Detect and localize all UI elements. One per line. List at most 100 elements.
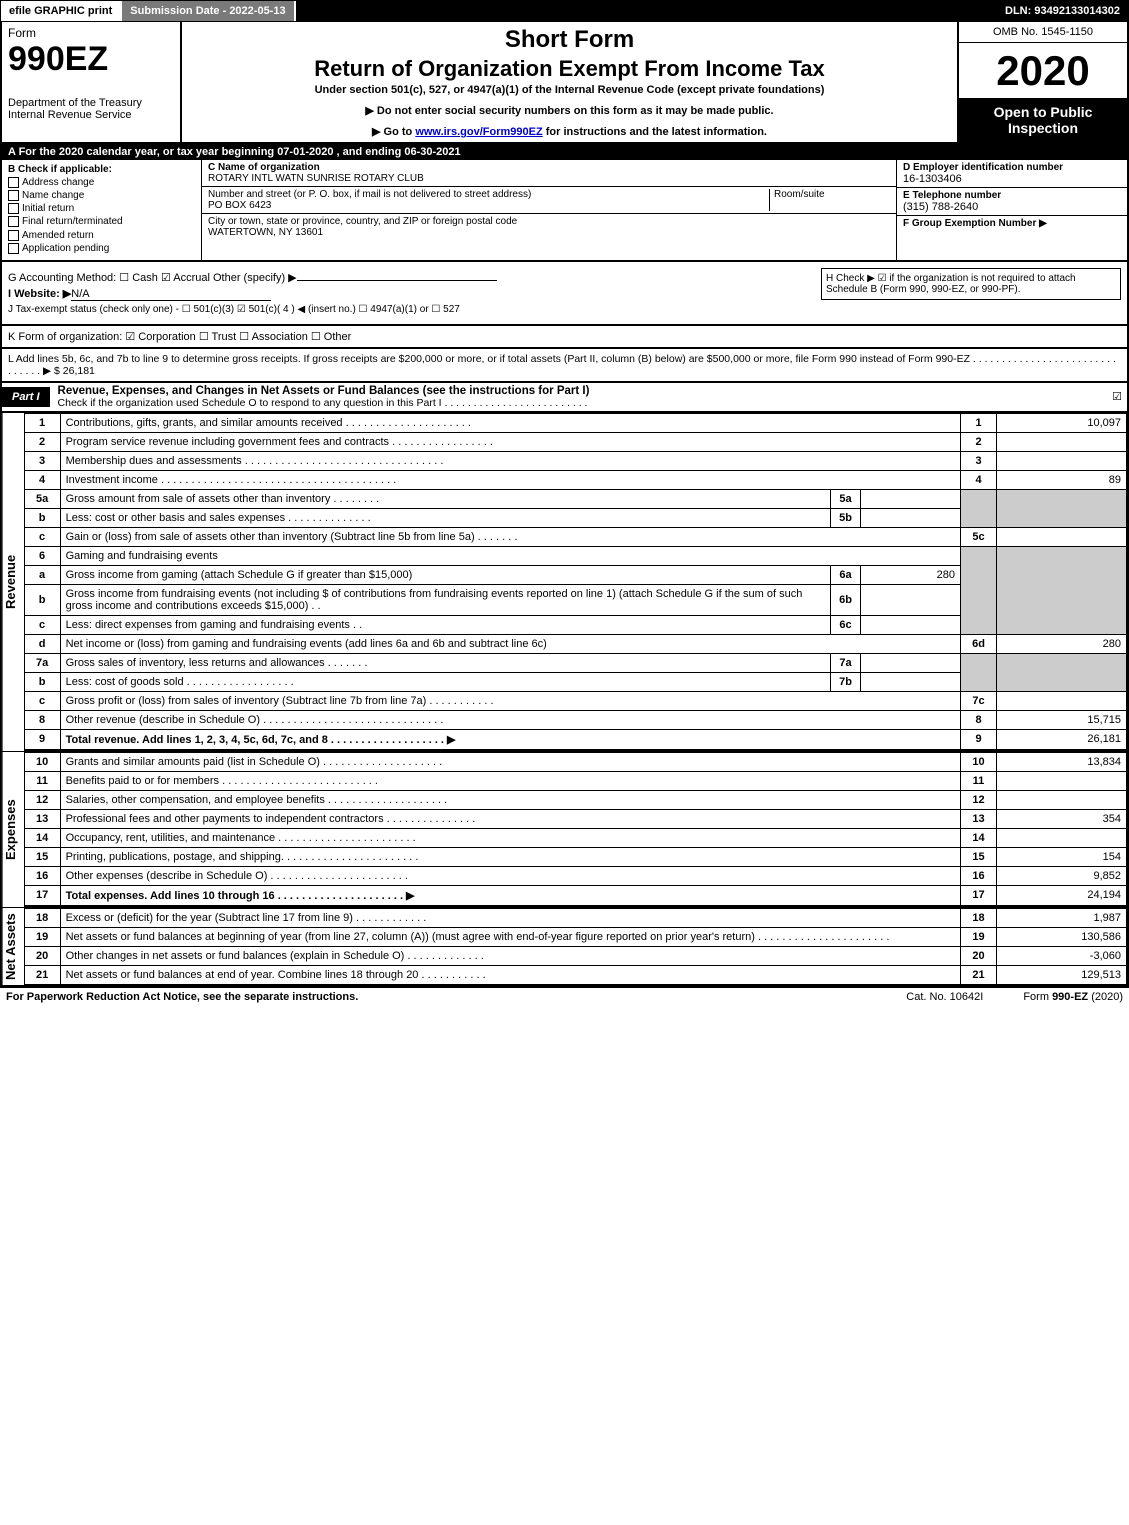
part1-tab: Part I bbox=[2, 387, 50, 407]
part1-title: Revenue, Expenses, and Changes in Net As… bbox=[50, 383, 1107, 411]
goto-post: for instructions and the latest informat… bbox=[543, 126, 767, 138]
section-c-label: C Name of organization bbox=[208, 162, 320, 173]
footer-right: Form 990-EZ (2020) bbox=[1023, 991, 1123, 1003]
line-2: 2Program service revenue including gover… bbox=[24, 432, 1126, 451]
line-8: 8Other revenue (describe in Schedule O) … bbox=[24, 710, 1126, 729]
line-16: 16Other expenses (describe in Schedule O… bbox=[24, 866, 1126, 885]
section-f: F Group Exemption Number ▶ bbox=[897, 216, 1127, 231]
section-c: C Name of organization ROTARY INTL WATN … bbox=[202, 160, 897, 260]
netassets-table: 18Excess or (deficit) for the year (Subt… bbox=[24, 908, 1127, 985]
footer-left: For Paperwork Reduction Act Notice, see … bbox=[6, 991, 866, 1003]
chk-application-pending[interactable]: Application pending bbox=[8, 243, 195, 254]
line-9: 9Total revenue. Add lines 1, 2, 3, 4, 5c… bbox=[24, 729, 1126, 750]
e-label: E Telephone number bbox=[903, 190, 1001, 201]
row-a-tax-year: A For the 2020 calendar year, or tax yea… bbox=[0, 144, 1129, 160]
efile-print-label: efile GRAPHIC print bbox=[1, 1, 122, 21]
line-6d: dNet income or (loss) from gaming and fu… bbox=[24, 634, 1126, 653]
header-center: Short Form Return of Organization Exempt… bbox=[182, 22, 957, 142]
chk-address-change[interactable]: Address change bbox=[8, 177, 195, 188]
netassets-side-label: Net Assets bbox=[2, 908, 24, 985]
line-15: 15Printing, publications, postage, and s… bbox=[24, 847, 1126, 866]
city-label: City or town, state or province, country… bbox=[208, 216, 517, 227]
section-e: E Telephone number (315) 788-2640 bbox=[897, 188, 1127, 216]
line-5c: cGain or (loss) from sale of assets othe… bbox=[24, 527, 1126, 546]
expenses-table: 10Grants and similar amounts paid (list … bbox=[24, 752, 1127, 907]
omb-number: OMB No. 1545-1150 bbox=[959, 22, 1127, 43]
info-block: B Check if applicable: Address change Na… bbox=[0, 160, 1129, 262]
form-label: Form bbox=[8, 26, 174, 40]
topbar: efile GRAPHIC print Submission Date - 20… bbox=[0, 0, 1129, 22]
goto-pre: ▶ Go to bbox=[372, 126, 415, 138]
line-5a: 5aGross amount from sale of assets other… bbox=[24, 489, 1126, 508]
open-public-inspection: Open to Public Inspection bbox=[959, 98, 1127, 142]
line-17: 17Total expenses. Add lines 10 through 1… bbox=[24, 885, 1126, 906]
chk-final-return[interactable]: Final return/terminated bbox=[8, 216, 195, 227]
room-label: Room/suite bbox=[770, 189, 890, 211]
dept-label: Department of the Treasury bbox=[8, 97, 174, 109]
org-name: ROTARY INTL WATN SUNRISE ROTARY CLUB bbox=[208, 173, 424, 184]
section-h: H Check ▶ ☑ if the organization is not r… bbox=[821, 268, 1121, 300]
expenses-section: Expenses 10Grants and similar amounts pa… bbox=[0, 751, 1129, 907]
chk-initial-return[interactable]: Initial return bbox=[8, 203, 195, 214]
line-7a: 7aGross sales of inventory, less returns… bbox=[24, 653, 1126, 672]
city-value: WATERTOWN, NY 13601 bbox=[208, 227, 323, 238]
subtitle: Under section 501(c), 527, or 4947(a)(1)… bbox=[186, 84, 953, 96]
section-d: D Employer identification number 16-1303… bbox=[897, 160, 1127, 188]
telephone-value: (315) 788-2640 bbox=[903, 201, 978, 213]
form-header: Form 990EZ Department of the Treasury In… bbox=[0, 22, 1129, 144]
d-label: D Employer identification number bbox=[903, 162, 1063, 173]
revenue-side-label: Revenue bbox=[2, 413, 24, 751]
irs-link[interactable]: www.irs.gov/Form990EZ bbox=[415, 126, 542, 138]
line-20: 20Other changes in net assets or fund ba… bbox=[24, 946, 1126, 965]
chk-name-change[interactable]: Name change bbox=[8, 190, 195, 201]
submission-date: Submission Date - 2022-05-13 bbox=[122, 1, 295, 21]
line-1: 1Contributions, gifts, grants, and simil… bbox=[24, 413, 1126, 432]
ein-value: 16-1303406 bbox=[903, 173, 962, 185]
line-11: 11Benefits paid to or for members . . . … bbox=[24, 771, 1126, 790]
line-21: 21Net assets or fund balances at end of … bbox=[24, 965, 1126, 984]
line-7c: cGross profit or (loss) from sales of in… bbox=[24, 691, 1126, 710]
chk-amended-return[interactable]: Amended return bbox=[8, 230, 195, 241]
ghi-block: H Check ▶ ☑ if the organization is not r… bbox=[0, 262, 1129, 326]
irs-label: Internal Revenue Service bbox=[8, 109, 174, 121]
expenses-side-label: Expenses bbox=[2, 752, 24, 907]
form-number: 990EZ bbox=[8, 40, 174, 79]
main-title: Return of Organization Exempt From Incom… bbox=[186, 56, 953, 82]
line-18: 18Excess or (deficit) for the year (Subt… bbox=[24, 908, 1126, 927]
tax-year: 2020 bbox=[959, 43, 1127, 98]
line-14: 14Occupancy, rent, utilities, and mainte… bbox=[24, 828, 1126, 847]
header-right: OMB No. 1545-1150 2020 Open to Public In… bbox=[957, 22, 1127, 142]
section-l: L Add lines 5b, 6c, and 7b to line 9 to … bbox=[0, 349, 1129, 383]
org-name-block: C Name of organization ROTARY INTL WATN … bbox=[202, 160, 896, 187]
ssn-warning: ▶ Do not enter social security numbers o… bbox=[186, 104, 953, 117]
street-block: Number and street (or P. O. box, if mail… bbox=[202, 187, 896, 214]
line-12: 12Salaries, other compensation, and empl… bbox=[24, 790, 1126, 809]
line-10: 10Grants and similar amounts paid (list … bbox=[24, 752, 1126, 771]
section-b-label: B Check if applicable: bbox=[8, 164, 112, 175]
part1-check-line: Check if the organization used Schedule … bbox=[58, 397, 588, 409]
dln: DLN: 93492133014302 bbox=[997, 5, 1128, 17]
footer-center: Cat. No. 10642I bbox=[906, 991, 983, 1003]
l-value: 26,181 bbox=[63, 365, 95, 377]
city-block: City or town, state or province, country… bbox=[202, 214, 896, 240]
page-footer: For Paperwork Reduction Act Notice, see … bbox=[0, 987, 1129, 1006]
goto-instructions: ▶ Go to www.irs.gov/Form990EZ for instru… bbox=[186, 125, 953, 138]
line-13: 13Professional fees and other payments t… bbox=[24, 809, 1126, 828]
header-left: Form 990EZ Department of the Treasury In… bbox=[2, 22, 182, 142]
line-19: 19Net assets or fund balances at beginni… bbox=[24, 927, 1126, 946]
l-text: L Add lines 5b, 6c, and 7b to line 9 to … bbox=[8, 353, 1116, 377]
street-value: PO BOX 6423 bbox=[208, 200, 271, 211]
revenue-table: 1Contributions, gifts, grants, and simil… bbox=[24, 413, 1127, 751]
part1-checkbox[interactable]: ☑ bbox=[1107, 390, 1127, 403]
f-label: F Group Exemption Number ▶ bbox=[903, 218, 1047, 229]
revenue-section: Revenue 1Contributions, gifts, grants, a… bbox=[0, 413, 1129, 751]
section-def: D Employer identification number 16-1303… bbox=[897, 160, 1127, 260]
street-label: Number and street (or P. O. box, if mail… bbox=[208, 189, 531, 200]
website-value: N/A bbox=[71, 288, 271, 301]
part1-header: Part I Revenue, Expenses, and Changes in… bbox=[0, 383, 1129, 413]
section-b: B Check if applicable: Address change Na… bbox=[2, 160, 202, 260]
section-j: J Tax-exempt status (check only one) - ☐… bbox=[8, 304, 1121, 315]
line-3: 3Membership dues and assessments . . . .… bbox=[24, 451, 1126, 470]
section-k: K Form of organization: ☑ Corporation ☐ … bbox=[0, 326, 1129, 349]
line-6: 6Gaming and fundraising events bbox=[24, 546, 1126, 565]
